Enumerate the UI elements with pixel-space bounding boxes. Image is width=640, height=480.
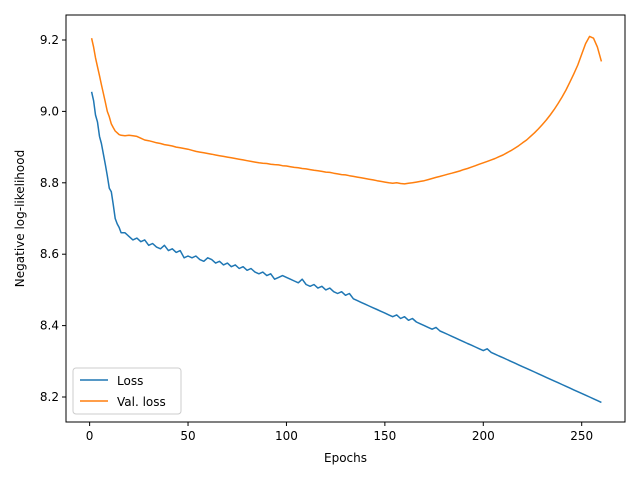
x-ticks: 0 50 100 150 200 250 (86, 422, 593, 443)
x-tick-label: 0 (86, 429, 94, 443)
x-tick-label: 50 (180, 429, 195, 443)
series-line-val-loss (90, 35, 603, 185)
y-tick-label: 9.2 (40, 33, 59, 47)
y-tick-label: 8.8 (40, 176, 59, 190)
y-tick-label: 9.0 (40, 104, 59, 118)
x-axis-label: Epochs (324, 451, 367, 465)
y-tick-label: 8.6 (40, 247, 59, 261)
legend-label-val-loss: Val. loss (117, 395, 166, 409)
y-ticks: 8.2 8.4 8.6 8.8 9.0 9.2 (40, 33, 66, 404)
plot-frame (65, 14, 626, 423)
series-line-loss (90, 91, 602, 404)
x-tick-label: 250 (570, 429, 593, 443)
x-tick-label: 150 (373, 429, 396, 443)
plot-lines (90, 35, 603, 404)
legend-label-loss: Loss (117, 374, 143, 388)
y-tick-label: 8.4 (40, 319, 59, 333)
x-tick-label: 100 (275, 429, 298, 443)
y-tick-label: 8.2 (40, 390, 59, 404)
legend: Loss Val. loss (72, 367, 182, 415)
x-tick-label: 200 (472, 429, 495, 443)
y-axis-label: Negative log-likelihood (13, 150, 27, 287)
